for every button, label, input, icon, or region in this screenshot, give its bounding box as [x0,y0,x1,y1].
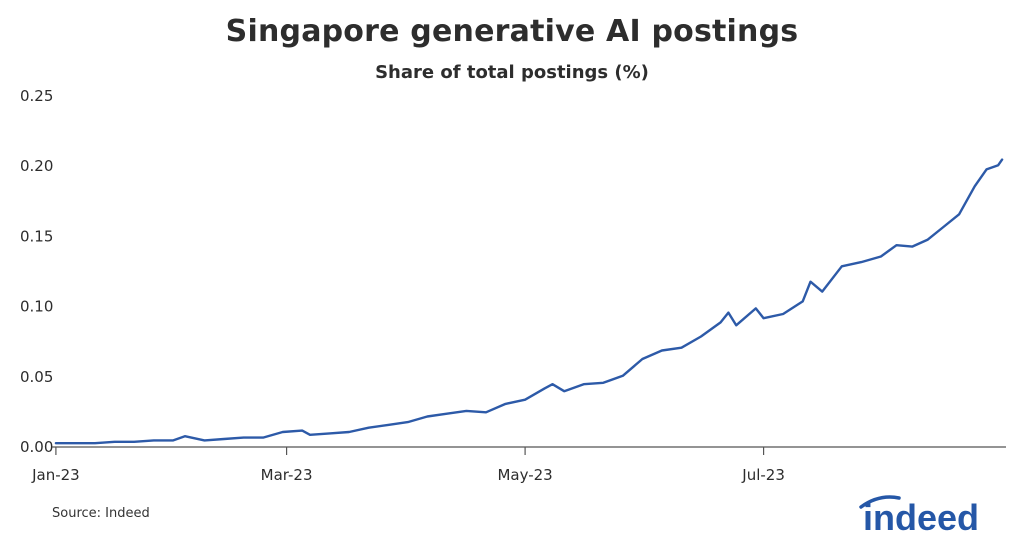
indeed-logo: indeed [859,495,979,536]
x-tick-label: Jan-23 [31,466,80,484]
y-tick-label: 0.00 [20,438,53,456]
x-axis: Jan-23 Mar-23 May-23 Jul-23 [31,446,1006,484]
series-line [54,158,1004,445]
y-tick-label: 0.10 [20,298,53,316]
y-tick-label: 0.15 [20,227,53,245]
series-layer [54,158,1004,445]
source-note: Source: Indeed [52,506,150,521]
chart-title: Singapore generative AI postings [225,14,799,49]
y-axis: 0.00 0.05 0.10 0.15 0.20 0.25 [20,87,53,456]
x-tick-label: Jul-23 [741,466,785,484]
y-tick-label: 0.05 [20,368,53,386]
logo-swoosh-icon [859,495,901,509]
y-tick-label: 0.20 [20,157,53,175]
x-tick-label: May-23 [497,466,552,484]
y-tick-label: 0.25 [20,87,53,105]
x-tick-label: Mar-23 [261,466,313,484]
chart-subtitle: Share of total postings (%) [375,62,649,83]
logo-text: indeed [863,497,979,536]
